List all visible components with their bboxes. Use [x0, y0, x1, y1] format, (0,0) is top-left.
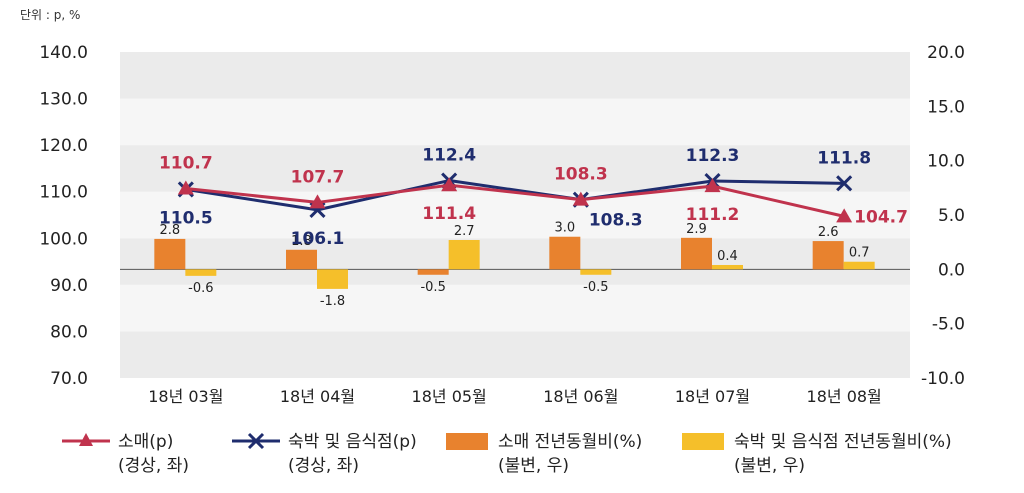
bar [812, 241, 844, 270]
line-value-label: 112.4 [422, 146, 476, 166]
bar-value-label: -0.5 [583, 280, 608, 295]
line-series [177, 172, 853, 223]
right-tick-label: 15.0 [927, 97, 965, 117]
grid-band [120, 98, 910, 146]
triangle-line-icon [62, 433, 110, 446]
bar-swatch-icon [446, 433, 488, 450]
right-tick-label: 20.0 [927, 43, 965, 63]
grid-band [120, 238, 910, 285]
line-value-label: 106.1 [291, 229, 345, 249]
line-value-label: 104.7 [854, 207, 908, 227]
bar-value-label: -0.6 [188, 281, 213, 296]
line-value-label: 111.2 [686, 205, 740, 225]
legend-item-lodging-index: 숙박 및 음식점(p) (경상, 좌) [230, 430, 417, 478]
bar [843, 261, 875, 270]
triangle-marker [441, 177, 458, 192]
grid-band [120, 284, 910, 332]
left-tick-label: 120.0 [39, 136, 88, 156]
bar [317, 269, 348, 289]
bar [681, 237, 712, 270]
line-value-label: 111.4 [422, 204, 476, 224]
line-value-label: 110.7 [159, 153, 213, 173]
line-value-label: 111.8 [817, 148, 871, 168]
right-tick-label: 5.0 [938, 206, 965, 226]
left-tick-label: 100.0 [39, 229, 88, 249]
x-tick-label: 18년 07월 [675, 387, 750, 406]
left-tick-label: 130.0 [39, 90, 88, 110]
bar-value-label: -1.8 [320, 294, 345, 309]
left-tick-label: 110.0 [39, 183, 88, 203]
triangle-marker [704, 178, 721, 193]
legend: 소매(p) (경상, 좌) 숙박 및 음식점(p) (경상, 좌) 소매 전년동… [0, 430, 1024, 493]
legend-item-lodging-yoy: 숙박 및 음식점 전년동월비(%) (불변, 우) [676, 430, 952, 478]
line-value-label: 108.3 [589, 211, 643, 231]
x-tick-label: 18년 05월 [412, 387, 487, 406]
bar-value-label: 2.6 [818, 225, 839, 240]
grid-band [120, 145, 910, 192]
bar [580, 269, 612, 275]
bar-value-label: 0.7 [849, 246, 870, 261]
line-value-label: 110.5 [159, 208, 213, 228]
line-value-label: 108.3 [554, 165, 608, 185]
bar-series [154, 236, 875, 289]
grid-band [120, 52, 910, 99]
triangle-marker [836, 208, 853, 223]
bar [417, 269, 449, 275]
bar [286, 249, 317, 270]
unit-label: 단위 : p, % [20, 8, 80, 22]
series-line [185, 179, 845, 212]
legend-item-retail-yoy: 소매 전년동월비(%) (불변, 우) [440, 430, 642, 478]
right-tick-label: 10.0 [927, 152, 965, 172]
bar-value-label: 2.8 [159, 223, 180, 238]
bar-value-label: 1.8 [291, 234, 312, 249]
x-tick-label: 18년 08월 [807, 387, 882, 406]
triangle-marker [177, 180, 194, 195]
bar [154, 238, 186, 270]
left-tick-label: 90.0 [50, 276, 88, 296]
legend-label: 소매(p) (경상, 좌) [118, 432, 189, 476]
legend-item-retail-index: 소매(p) (경상, 좌) [60, 430, 189, 478]
x-tick-label: 18년 03월 [148, 387, 223, 406]
left-tick-label: 140.0 [39, 43, 88, 63]
data-labels: 2.8 1.8 -0.5 3.0 2.9 2.6 -0.6 -1.8 2.7 -0.5 0.4 0.7… [159, 146, 908, 309]
bar-value-label: 3.0 [554, 221, 575, 236]
cross-line-icon [232, 432, 280, 450]
legend-label: 소매 전년동월비(%) (불변, 우) [498, 432, 643, 476]
bar-value-label: 0.4 [717, 249, 738, 264]
bar [185, 269, 217, 276]
bar-swatch-icon [682, 433, 724, 450]
right-tick-label: -5.0 [932, 315, 965, 335]
x-marker [836, 175, 853, 192]
right-tick-label: -10.0 [921, 369, 965, 389]
left-tick-label: 80.0 [50, 322, 88, 342]
bar [448, 239, 480, 270]
x-marker-stroke [836, 175, 853, 192]
legend-label: 숙박 및 음식점(p) (경상, 좌) [288, 432, 417, 476]
x-tick-label: 18년 04월 [280, 387, 355, 406]
x-tick-label: 18년 06월 [543, 387, 618, 406]
bar-value-label: 2.9 [686, 222, 707, 237]
left-tick-label: 70.0 [50, 369, 88, 389]
triangle-marker [572, 191, 589, 206]
bar-value-label: -0.5 [420, 280, 445, 295]
line-value-label: 107.7 [291, 167, 345, 187]
legend-label: 숙박 및 음식점 전년동월비(%) (불변, 우) [734, 432, 952, 476]
triangle-marker [309, 194, 326, 209]
bar [712, 264, 743, 270]
right-tick-label: 0.0 [938, 260, 965, 280]
plot-background [120, 52, 910, 378]
right-axis: -10.0 -5.0 0.0 5.0 10.0 15.0 20.0 [921, 43, 965, 389]
combo-chart: 단위 : p, % 70.0 80.0 90.0 100.0 110.0 120.0 130… [20, 8, 965, 406]
bar-value-label: 2.7 [454, 224, 475, 239]
line-value-label: 112.3 [686, 146, 740, 166]
grid-band [120, 331, 910, 378]
bar [549, 236, 581, 270]
x-axis: 18년 03월 18년 04월 18년 05월 18년 06월 18년 07월 18년 0… [148, 387, 882, 406]
series-line [185, 183, 845, 218]
left-axis: 70.0 80.0 90.0 100.0 110.0 120.0 130.0 140.0 [39, 43, 88, 389]
